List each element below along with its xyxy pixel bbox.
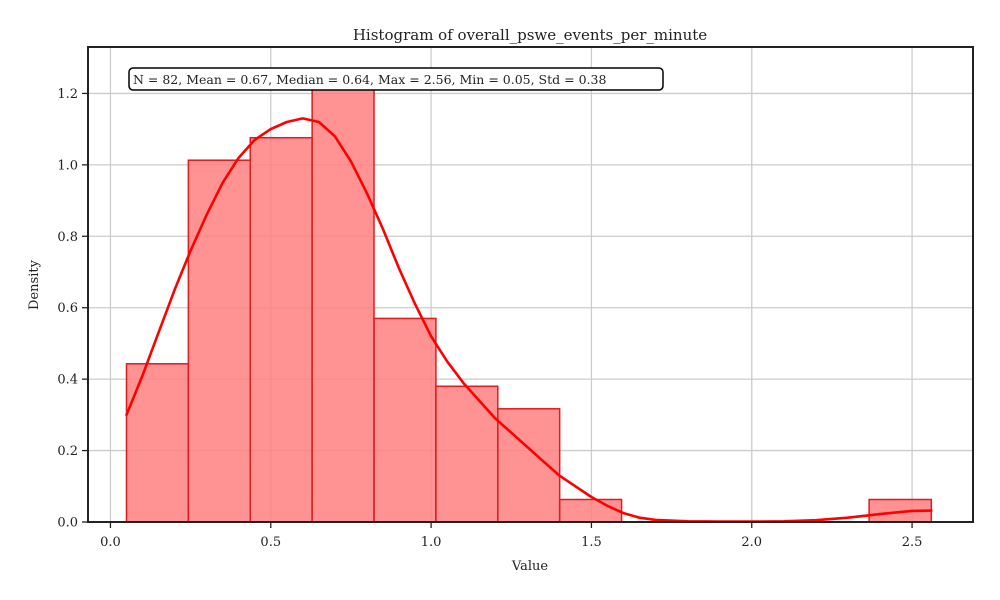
- axes-frame: [87, 46, 974, 523]
- histogram-bar-2: [249, 136, 313, 523]
- histogram-bar-1: [187, 159, 252, 523]
- y-tick-label-4: 0.8: [57, 230, 78, 245]
- y-tick-label-5: 1.0: [57, 158, 78, 173]
- x-tick-label-1: 0.5: [260, 535, 281, 550]
- x-axis-ticks: 0.0 0.5 1.0 1.5 2.0 2.5: [100, 522, 922, 550]
- histogram-bar-0: [125, 363, 190, 523]
- histogram-bar-5: [435, 385, 499, 523]
- y-tick-label-3: 0.6: [57, 301, 78, 316]
- y-tick-label-6: 1.2: [57, 87, 78, 102]
- histogram-bar-4: [373, 317, 437, 523]
- y-tick-label-2: 0.4: [57, 373, 78, 388]
- stats-annotation-text: N = 82, Mean = 0.67, Median = 0.64, Max …: [133, 72, 606, 87]
- chart-title: Histogram of overall_pswe_events_per_min…: [353, 26, 707, 44]
- x-tick-label-0: 0.0: [100, 535, 121, 550]
- histogram-bars: [125, 84, 933, 523]
- x-tick-label-4: 2.0: [741, 535, 762, 550]
- histogram-bar-6: [497, 408, 561, 523]
- x-tick-label-3: 1.5: [581, 535, 602, 550]
- histogram-bar-7: [558, 498, 623, 523]
- y-tick-label-1: 0.2: [57, 444, 78, 459]
- stats-annotation: N = 82, Mean = 0.67, Median = 0.64, Max …: [128, 67, 664, 91]
- x-tick-label-5: 2.5: [902, 535, 923, 550]
- y-axis-label: Density: [27, 259, 42, 310]
- x-tick-label-2: 1.0: [421, 535, 442, 550]
- x-axis-label: Value: [511, 559, 548, 574]
- stats-annotation-box: [128, 67, 664, 91]
- y-tick-label-0: 0.0: [57, 516, 78, 531]
- y-axis-ticks: 0.0 0.2 0.4 0.6 0.8 1.0 1.2: [57, 87, 88, 531]
- histogram-bar-3: [311, 84, 375, 523]
